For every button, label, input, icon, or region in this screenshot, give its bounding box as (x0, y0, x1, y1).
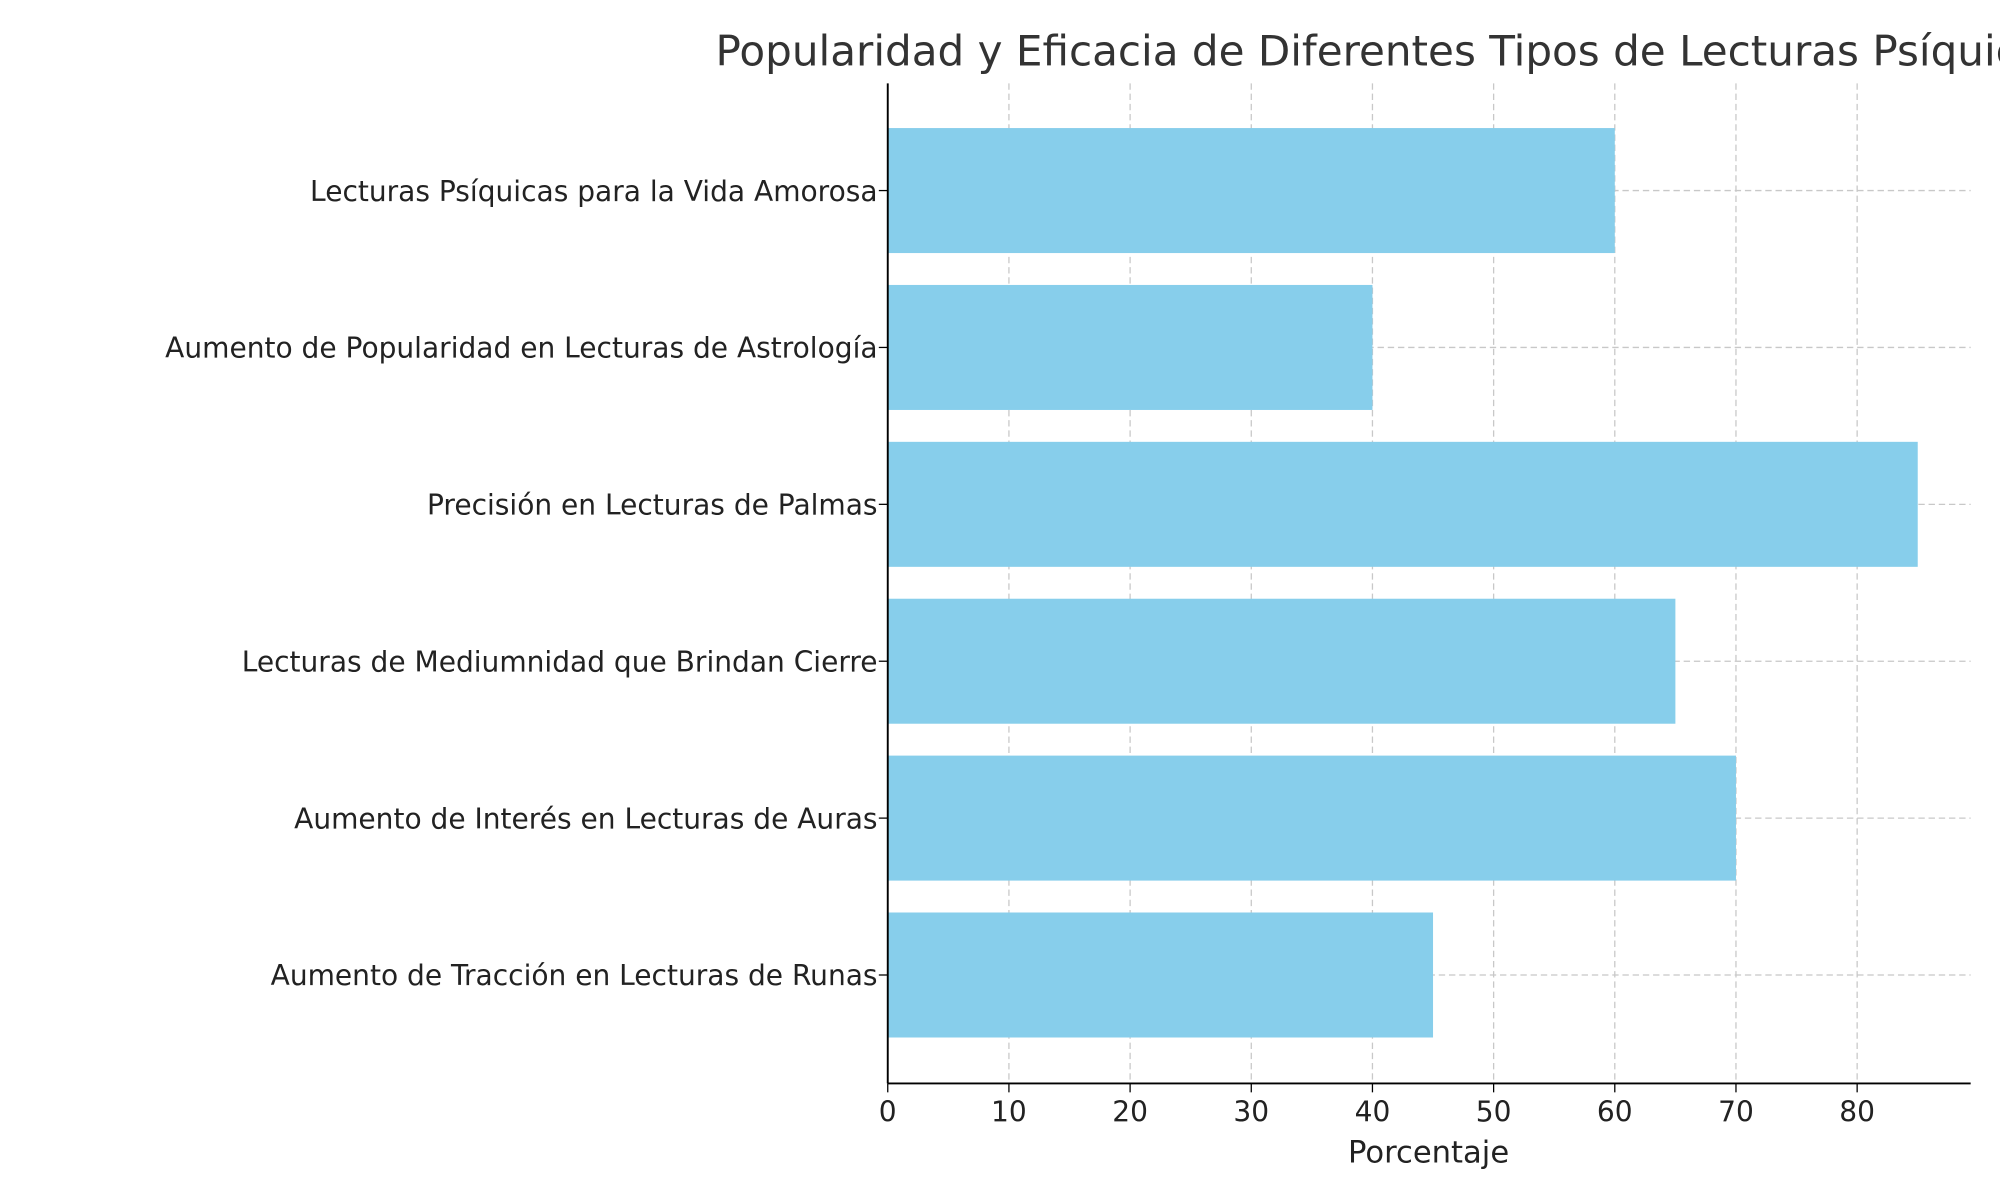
x-tick-label: 80 (1839, 1096, 1875, 1129)
x-tick-label: 60 (1597, 1096, 1633, 1129)
x-tick-labels: 0 10 20 30 40 50 60 70 80 (879, 1083, 1875, 1129)
bar (887, 755, 1736, 881)
x-tick-label: 30 (1233, 1096, 1269, 1129)
x-tick-label: 20 (1112, 1096, 1148, 1129)
x-tick-label: 0 (879, 1096, 897, 1129)
bars (887, 128, 1918, 1038)
x-tick-label: 50 (1476, 1096, 1512, 1129)
y-tick-labels: Lecturas Psíquicas para la Vida Amorosa A… (165, 175, 888, 992)
y-tick-label: Aumento de Interés en Lecturas de Auras (294, 802, 877, 835)
bar (887, 441, 1918, 567)
x-tick-label: 10 (991, 1096, 1027, 1129)
y-tick-label: Aumento de Tracción en Lecturas de Runas (271, 959, 878, 992)
y-tick-label: Lecturas Psíquicas para la Vida Amorosa (310, 175, 877, 208)
bar (887, 128, 1615, 254)
x-tick-label: 40 (1355, 1096, 1391, 1129)
bar (887, 598, 1676, 724)
bar (887, 912, 1434, 1038)
y-tick-label: Lecturas de Mediumnidad que Brindan Cier… (242, 645, 878, 678)
y-tick-label: Aumento de Popularidad en Lecturas de As… (165, 332, 877, 365)
chart-title: Popularidad y Eficacia de Diferentes Tip… (716, 27, 2000, 76)
x-axis-label: Porcentaje (1348, 1135, 1509, 1170)
bar (887, 284, 1373, 410)
x-tick-label: 70 (1718, 1096, 1754, 1129)
y-tick-label: Precisión en Lecturas de Palmas (427, 489, 878, 522)
